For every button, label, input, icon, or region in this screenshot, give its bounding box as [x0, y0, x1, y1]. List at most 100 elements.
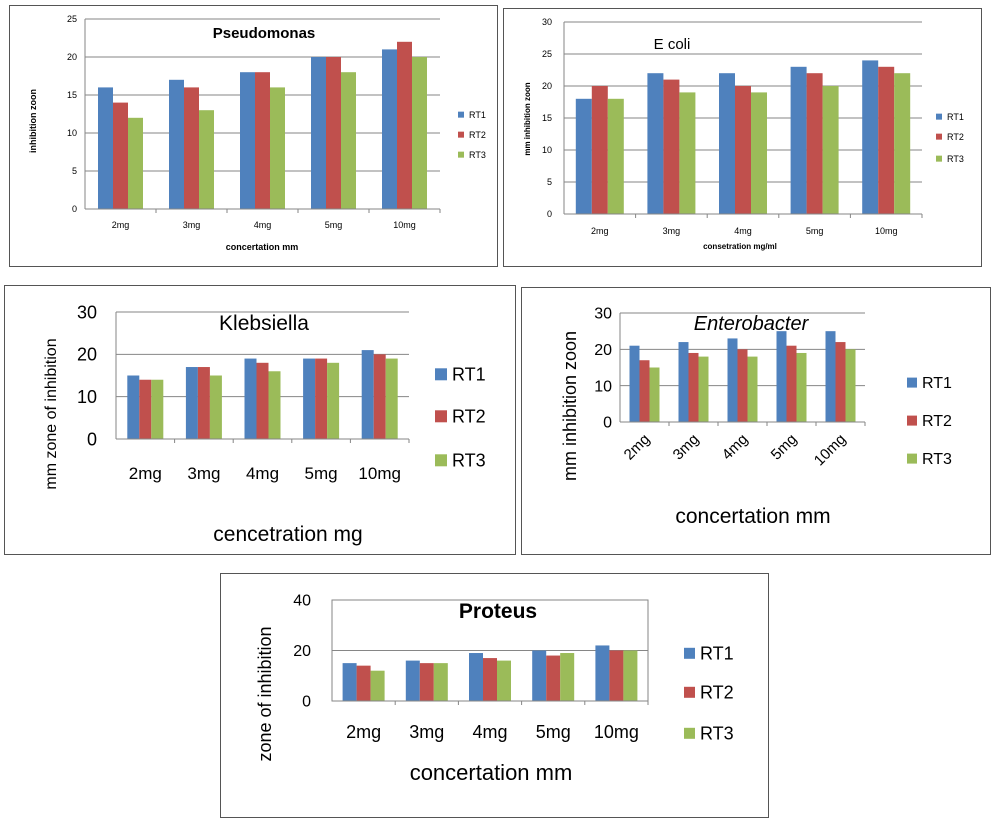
chart-enterobacter-svg: Enterobacter mm inhibition zoon concerta…: [560, 306, 952, 528]
legend: RT1 RT2 RT3: [936, 112, 964, 164]
bars: [629, 331, 856, 422]
x-tick-label: 2mg: [621, 431, 654, 464]
legend-label-rt3: RT3: [947, 154, 964, 164]
y-axis-label: zone of inhibition: [255, 626, 275, 761]
y-tick-label: 25: [67, 14, 77, 24]
bar-rt3-3mg: [433, 663, 448, 701]
bar-rt2-5mg: [315, 358, 328, 439]
y-tick-label: 10: [594, 378, 612, 395]
y-tick-label: 20: [293, 643, 311, 660]
bar-rt2-2mg: [139, 379, 152, 439]
chart-title: Proteus: [459, 600, 537, 623]
legend-swatch-rt1: [907, 377, 917, 388]
chart-pseudomonas: Pseudomonas inhibition zoon concertation…: [9, 5, 498, 267]
x-tick-label: 4mg: [734, 226, 752, 236]
y-tick-label: 0: [603, 415, 612, 432]
bar-rt2-2mg: [591, 86, 608, 214]
legend-swatch-rt3: [907, 453, 917, 464]
chart-proteus-svg: Proteus zone of inhibition concertation …: [255, 593, 734, 785]
chart-enterobacter: Enterobacter mm inhibition zoon concerta…: [521, 287, 991, 555]
bar-rt1-5mg: [532, 650, 547, 701]
x-tick-labels: 2mg 3mg 4mg 5mg 10mg: [621, 431, 850, 470]
y-tick-labels: 0 5 10 15 20 25: [67, 14, 77, 214]
bar-rt2-5mg: [546, 655, 561, 701]
bar-rt1-4mg: [719, 73, 735, 214]
y-tick-labels: 0 5 10 15 20 25 30: [542, 17, 552, 219]
x-axis-label: concertation mm: [675, 505, 830, 528]
bar-rt2-4mg: [483, 658, 497, 701]
legend-swatch-rt3: [435, 454, 447, 467]
legend-swatch-rt3: [684, 727, 695, 739]
bar-rt3-4mg: [268, 371, 281, 439]
bar-rt1-10mg: [862, 60, 879, 215]
bar-rt3-4mg: [747, 356, 758, 422]
legend-swatch-rt2: [458, 131, 464, 138]
y-tick-label: 15: [542, 113, 552, 123]
bars: [98, 41, 427, 210]
bar-rt3-5mg: [341, 72, 356, 209]
bar-rt1-3mg: [169, 79, 184, 209]
bar-rt2-10mg: [373, 354, 386, 439]
y-tick-label: 30: [594, 306, 612, 323]
bar-rt1-10mg: [825, 331, 836, 422]
bar-rt3-2mg: [151, 379, 164, 439]
y-tick-label: 20: [77, 345, 97, 365]
chart-title: E coli: [654, 36, 691, 53]
bar-rt3-3mg: [698, 356, 709, 422]
legend-label-rt3: RT3: [469, 150, 486, 160]
bar-rt2-3mg: [688, 352, 699, 422]
bar-rt3-10mg: [385, 358, 398, 439]
bar-rt2-5mg: [786, 345, 797, 422]
x-tick-labels: 2mg 3mg 4mg 5mg 10mg: [112, 220, 416, 230]
y-tick-label: 0: [72, 204, 77, 214]
x-tick-label: 3mg: [670, 431, 703, 464]
bar-rt1-5mg: [790, 66, 807, 214]
bar-rt3-5mg: [796, 352, 807, 422]
chart-proteus: Proteus zone of inhibition concertation …: [220, 573, 769, 818]
bar-rt3-10mg: [623, 650, 638, 701]
legend: RT1 RT2 RT3: [684, 644, 734, 744]
bar-rt2-5mg: [326, 57, 341, 209]
bar-rt3-4mg: [270, 87, 285, 209]
x-axis-label: concertation mm: [410, 760, 573, 785]
x-tick-labels: 2mg 3mg 4mg 5mg 10mg: [129, 464, 401, 483]
y-tick-labels: 0 10 20 30: [77, 302, 97, 449]
x-tick-label: 2mg: [591, 226, 609, 236]
y-tick-label: 20: [594, 342, 612, 359]
bar-rt2-3mg: [197, 367, 210, 439]
bar-rt1-5mg: [311, 57, 326, 209]
x-tick-label: 3mg: [187, 464, 220, 483]
bar-rt1-10mg: [361, 350, 374, 439]
legend-swatch-rt1: [458, 111, 464, 118]
bar-rt1-4mg: [244, 358, 257, 439]
x-tick-label: 5mg: [536, 722, 571, 742]
x-tick-label: 5mg: [806, 226, 824, 236]
bar-rt1-2mg: [342, 663, 357, 701]
bar-rt3-5mg: [560, 653, 575, 701]
bar-rt1-2mg: [98, 87, 113, 209]
y-tick-label: 0: [547, 209, 552, 219]
bar-rt3-10mg: [845, 349, 856, 422]
legend-label-rt2: RT2: [947, 132, 964, 142]
bar-rt1-4mg: [469, 653, 483, 701]
bar-rt3-2mg: [607, 98, 624, 214]
legend-label-rt3: RT3: [922, 451, 952, 468]
y-tick-label: 20: [542, 81, 552, 91]
x-axis-label: consetration mg/ml: [703, 242, 777, 251]
x-tick-label: 3mg: [183, 220, 201, 230]
legend-swatch-rt2: [907, 415, 917, 426]
bar-rt2-4mg: [735, 86, 751, 214]
bar-rt3-5mg: [822, 86, 839, 214]
bar-rt1-4mg: [727, 338, 738, 422]
bar-rt2-4mg: [255, 72, 270, 209]
chart-pseudomonas-svg: Pseudomonas inhibition zoon concertation…: [28, 14, 486, 252]
legend-label-rt2: RT2: [700, 683, 734, 703]
y-tick-label: 0: [87, 429, 97, 449]
bar-rt1-3mg: [678, 342, 689, 422]
x-tick-label: 2mg: [129, 464, 162, 483]
x-tick-labels: 2mg 3mg 4mg 5mg 10mg: [591, 226, 897, 236]
bar-rt3-3mg: [199, 110, 214, 209]
bars: [342, 645, 638, 701]
bar-rt1-10mg: [382, 49, 397, 210]
y-tick-label: 10: [542, 145, 552, 155]
